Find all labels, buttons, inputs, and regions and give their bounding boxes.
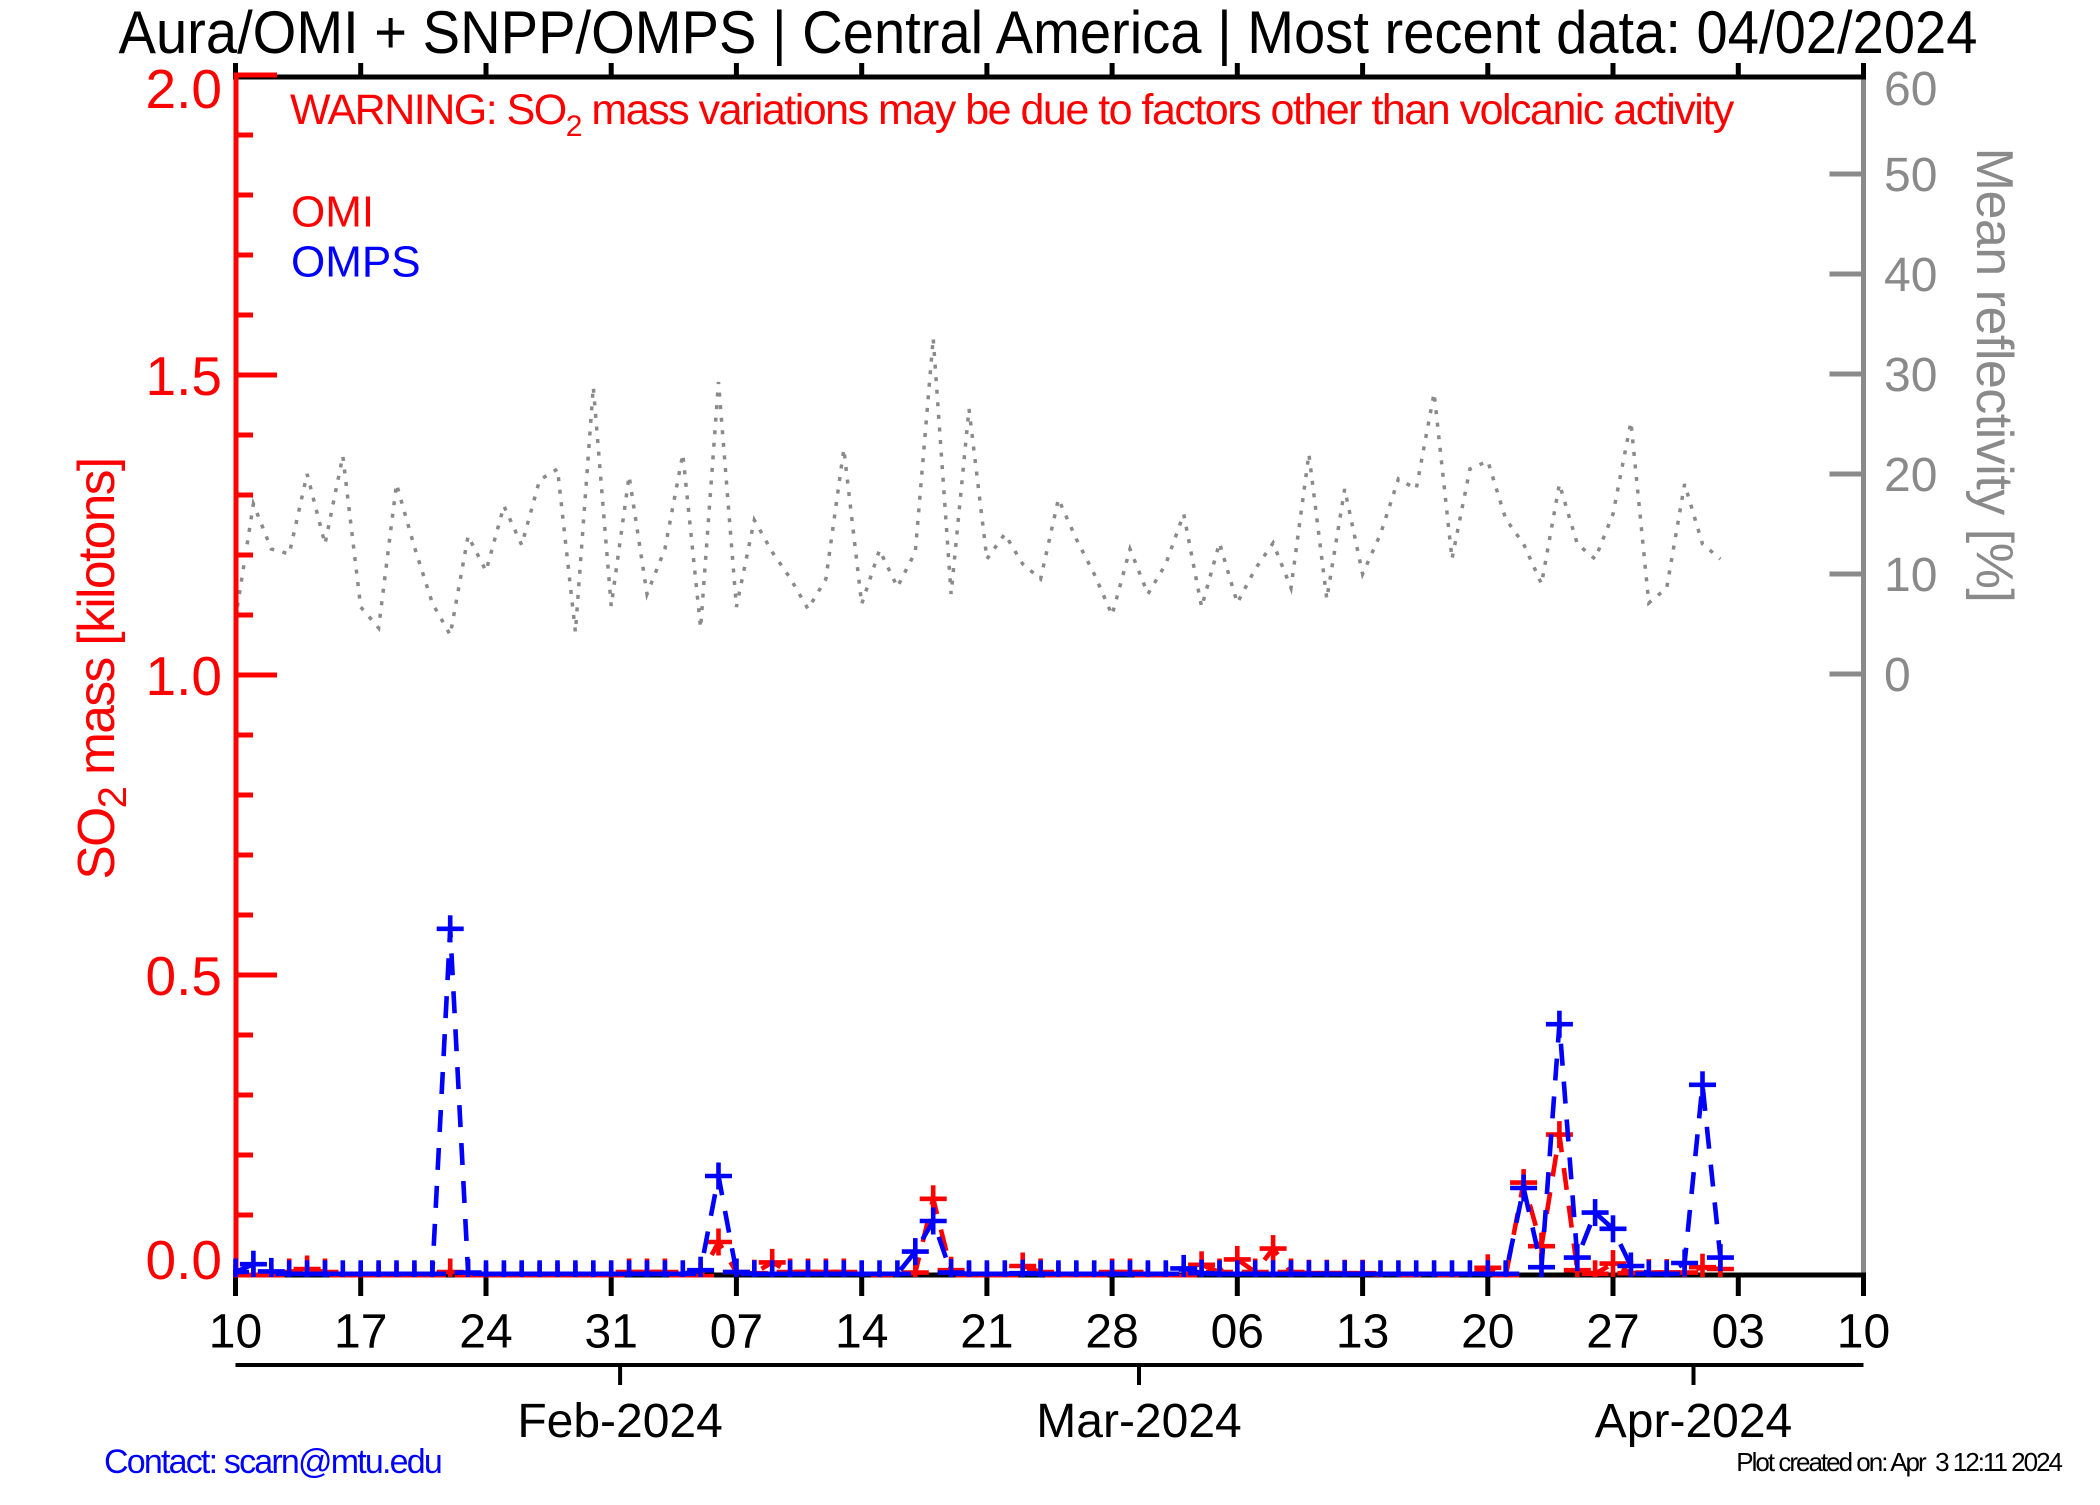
svg-text:Apr-2024: Apr-2024 [1595, 1395, 1792, 1448]
svg-text:0.5: 0.5 [146, 945, 222, 1007]
svg-text:06: 06 [1211, 1306, 1264, 1359]
svg-text:10: 10 [1837, 1306, 1890, 1359]
svg-text:1.0: 1.0 [146, 645, 222, 707]
svg-text:2.0: 2.0 [146, 58, 222, 120]
svg-text:OMI: OMI [291, 188, 374, 237]
svg-text:17: 17 [334, 1306, 387, 1359]
svg-text:OMPS: OMPS [291, 238, 421, 287]
svg-text:30: 30 [1884, 349, 1937, 402]
svg-text:SO2 mass [kilotons]: SO2 mass [kilotons] [67, 458, 135, 879]
svg-text:13: 13 [1336, 1306, 1389, 1359]
svg-text:Mean reflectivity [%]: Mean reflectivity [%] [1965, 148, 2023, 603]
svg-text:1.5: 1.5 [146, 345, 222, 407]
svg-text:03: 03 [1712, 1306, 1765, 1359]
svg-text:Contact: scarn@mtu.edu: Contact: scarn@mtu.edu [104, 1443, 441, 1481]
svg-text:21: 21 [960, 1306, 1013, 1359]
svg-text:Feb-2024: Feb-2024 [517, 1395, 722, 1448]
svg-text:31: 31 [585, 1306, 638, 1359]
svg-text:10: 10 [1884, 549, 1937, 602]
svg-text:14: 14 [835, 1306, 888, 1359]
svg-text:0: 0 [1884, 649, 1911, 702]
svg-text:27: 27 [1586, 1306, 1639, 1359]
svg-text:20: 20 [1884, 449, 1937, 502]
svg-text:60: 60 [1884, 63, 1937, 116]
svg-text:10: 10 [209, 1306, 262, 1359]
svg-text:40: 40 [1884, 249, 1937, 302]
svg-text:WARNING: SO2 mass variations m: WARNING: SO2 mass variations may be due … [290, 86, 1735, 143]
svg-text:20: 20 [1461, 1306, 1514, 1359]
svg-text:0.0: 0.0 [146, 1229, 222, 1291]
svg-text:Mar-2024: Mar-2024 [1036, 1395, 1241, 1448]
svg-text:Plot created on: Apr 3 12:11: Plot created on: Apr 3 12:11 2024 [1736, 1447, 2062, 1477]
svg-text:24: 24 [459, 1306, 512, 1359]
svg-text:28: 28 [1085, 1306, 1138, 1359]
svg-text:07: 07 [710, 1306, 763, 1359]
svg-text:50: 50 [1884, 149, 1937, 202]
svg-text:Aura/OMI + SNPP/OMPS | Central: Aura/OMI + SNPP/OMPS | Central America |… [119, 0, 1978, 66]
